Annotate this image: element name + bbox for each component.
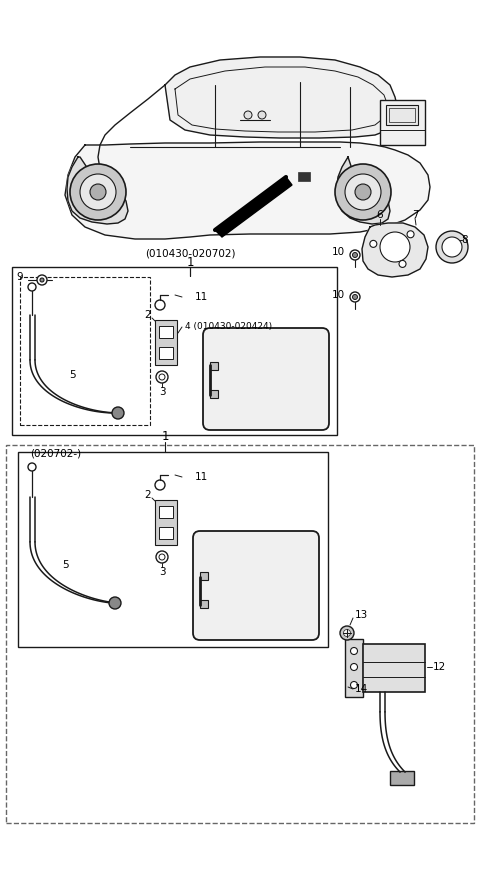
Circle shape	[156, 551, 168, 563]
Circle shape	[442, 237, 462, 257]
Circle shape	[380, 232, 410, 262]
Text: (020702-): (020702-)	[30, 448, 81, 458]
Text: 5: 5	[69, 370, 75, 380]
Circle shape	[80, 174, 116, 210]
Circle shape	[344, 629, 350, 636]
Polygon shape	[165, 57, 398, 138]
Bar	[386, 105, 418, 125]
Text: 10: 10	[332, 290, 345, 300]
Text: 12: 12	[433, 662, 446, 672]
Text: 13: 13	[355, 610, 368, 620]
Text: 8: 8	[462, 235, 468, 245]
Text: 11: 11	[195, 472, 208, 482]
Circle shape	[244, 111, 252, 119]
Bar	[155, 320, 177, 365]
Circle shape	[350, 250, 360, 260]
FancyBboxPatch shape	[193, 531, 319, 640]
Bar	[345, 639, 363, 697]
Polygon shape	[337, 157, 390, 224]
Bar	[159, 347, 173, 359]
Text: 2: 2	[144, 310, 151, 320]
Circle shape	[155, 300, 165, 310]
Circle shape	[37, 275, 47, 285]
Circle shape	[112, 407, 124, 419]
Bar	[380, 100, 425, 145]
Circle shape	[370, 241, 377, 248]
Bar	[6, 445, 474, 823]
Bar	[159, 326, 173, 338]
Bar	[155, 500, 177, 545]
Circle shape	[399, 261, 406, 268]
Text: 9: 9	[17, 272, 24, 282]
Circle shape	[436, 231, 468, 263]
Polygon shape	[362, 223, 428, 277]
Bar	[200, 600, 208, 608]
Circle shape	[70, 164, 126, 220]
Circle shape	[350, 292, 360, 302]
Text: 3: 3	[159, 567, 165, 577]
Bar	[363, 644, 425, 692]
Bar	[210, 362, 218, 370]
Text: 11: 11	[195, 292, 208, 302]
Bar	[210, 390, 218, 398]
Text: 1: 1	[186, 256, 194, 270]
Circle shape	[340, 626, 354, 640]
Circle shape	[156, 371, 168, 383]
Circle shape	[155, 480, 165, 490]
Text: 6: 6	[377, 210, 384, 220]
FancyBboxPatch shape	[203, 328, 329, 430]
Circle shape	[335, 164, 391, 220]
Circle shape	[350, 682, 358, 689]
Text: 14: 14	[355, 684, 368, 694]
Circle shape	[28, 463, 36, 471]
Circle shape	[90, 184, 106, 200]
Circle shape	[352, 253, 358, 257]
Bar	[12, 267, 337, 435]
Polygon shape	[215, 177, 292, 237]
Circle shape	[109, 597, 121, 609]
Text: 2: 2	[144, 490, 151, 500]
Bar	[200, 572, 208, 580]
Polygon shape	[65, 142, 430, 239]
Circle shape	[258, 111, 266, 119]
Bar	[18, 452, 328, 647]
Bar	[20, 277, 150, 425]
Text: 3: 3	[159, 387, 165, 397]
Circle shape	[407, 231, 414, 238]
Circle shape	[345, 174, 381, 210]
Text: 7: 7	[412, 210, 418, 220]
Polygon shape	[67, 157, 128, 224]
Circle shape	[355, 184, 371, 200]
Bar	[389, 108, 415, 122]
Circle shape	[28, 283, 36, 291]
Text: 4 (010430-020424): 4 (010430-020424)	[185, 323, 272, 332]
Circle shape	[40, 278, 44, 282]
Text: (010430-020702): (010430-020702)	[145, 248, 235, 258]
Circle shape	[352, 295, 358, 299]
Text: 10: 10	[332, 247, 345, 257]
Circle shape	[350, 663, 358, 670]
Bar	[159, 527, 173, 539]
Circle shape	[350, 648, 358, 654]
Bar	[159, 506, 173, 518]
Bar	[298, 172, 310, 181]
Bar	[390, 771, 414, 785]
Text: 1: 1	[161, 430, 169, 444]
Text: 5: 5	[62, 560, 68, 570]
